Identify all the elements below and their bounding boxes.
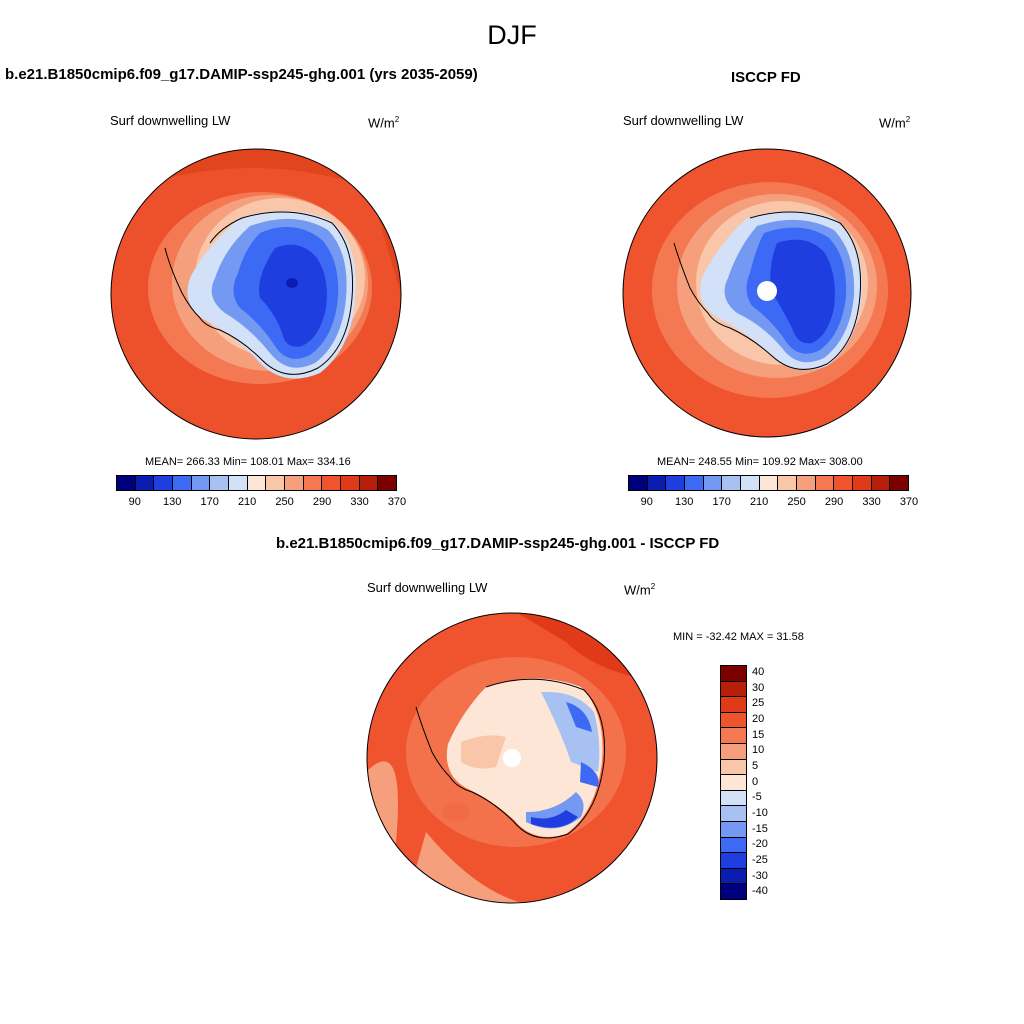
panel3-units: W/m2 (624, 582, 656, 598)
panel2-colorbar-labels: 90 130 170 210 250 290 330 370 (628, 496, 919, 510)
colorbar-tick-label: 5 (752, 759, 759, 772)
colorbar-tick-label: 90 (128, 496, 141, 508)
colorbar-tick-label: -40 (752, 885, 768, 898)
colorbar-tick-label: 40 (752, 665, 765, 678)
colorbar-tick-label: 130 (675, 496, 694, 508)
colorbar-swatch (210, 476, 230, 490)
colorbar-tick-label: 250 (787, 496, 806, 508)
colorbar-tick-label: 30 (752, 681, 765, 694)
colorbar-swatch (721, 837, 746, 854)
colorbar-swatch (721, 775, 746, 791)
colorbar-tick-label: 10 (752, 744, 765, 757)
colorbar-tick-label: 210 (749, 496, 769, 508)
colorbar-tick-label: 25 (752, 697, 765, 710)
colorbar-swatch (721, 806, 746, 822)
colorbar-swatch (703, 476, 723, 490)
colorbar-swatch (629, 476, 648, 490)
panel1-title: b.e21.B1850cmip6.f09_g17.DAMIP-ssp245-gh… (5, 66, 478, 83)
colorbar-tick-label: 0 (752, 775, 759, 788)
panel2-polar-map (622, 148, 912, 438)
colorbar-swatch (871, 476, 891, 490)
colorbar-swatch (721, 712, 746, 729)
colorbar-swatch (721, 681, 746, 698)
colorbar-swatch (721, 821, 746, 838)
panel2-colorbar (628, 475, 909, 491)
colorbar-swatch (721, 697, 746, 713)
colorbar-swatch (229, 476, 248, 490)
panel3-colorbar-labels: 40 30 25 20 15 10 5 0 -5 -10 -15 -20 -25 -30 -40 (752, 665, 792, 900)
colorbar-tick-label: 290 (824, 496, 844, 508)
panel2-units: W/m2 (879, 115, 911, 131)
colorbar-tick-label: 370 (899, 496, 919, 508)
colorbar-swatch (890, 476, 909, 490)
colorbar-tick-label: 20 (752, 712, 765, 725)
colorbar-tick-label: 330 (862, 496, 881, 508)
figure-title: DJF (487, 20, 537, 50)
colorbar-swatch (721, 884, 746, 899)
colorbar-swatch (797, 476, 816, 490)
colorbar-tick-label: 130 (163, 496, 182, 508)
colorbar-swatch (721, 759, 746, 776)
colorbar-swatch (721, 743, 746, 760)
colorbar-tick-label: -5 (752, 791, 762, 804)
colorbar-tick-label: 90 (640, 496, 653, 508)
colorbar-swatch (378, 476, 397, 490)
colorbar-swatch (722, 476, 742, 490)
colorbar-tick-label: 170 (200, 496, 219, 508)
colorbar-swatch (685, 476, 704, 490)
panel1-colorbar-labels: 90 130 170 210 250 290 330 370 (116, 496, 407, 510)
colorbar-swatch (666, 476, 686, 490)
colorbar-tick-label: 290 (312, 496, 332, 508)
colorbar-swatch (173, 476, 192, 490)
panel3-polar-map (366, 612, 658, 904)
colorbar-swatch (359, 476, 379, 490)
colorbar-swatch (853, 476, 872, 490)
colorbar-tick-label: 250 (275, 496, 294, 508)
panel3-variable: Surf downwelling LW (367, 580, 488, 595)
colorbar-tick-label: 330 (350, 496, 369, 508)
colorbar-swatch (341, 476, 360, 490)
colorbar-tick-label: -10 (752, 806, 768, 819)
colorbar-tick-label: -15 (752, 822, 768, 835)
panel1-units: W/m2 (368, 115, 400, 131)
colorbar-tick-label: -25 (752, 853, 768, 866)
colorbar-swatch (721, 790, 746, 807)
panel2-variable: Surf downwelling LW (623, 113, 744, 128)
panel3-colorbar (720, 665, 747, 900)
colorbar-tick-label: -30 (752, 869, 768, 882)
panel2-stats: MEAN= 248.55 Min= 109.92 Max= 308.00 (657, 456, 863, 468)
panel3-stats: MIN = -32.42 MAX = 31.58 (673, 631, 804, 643)
panel1-variable: Surf downwelling LW (110, 113, 231, 128)
colorbar-swatch (303, 476, 323, 490)
colorbar-swatch (285, 476, 304, 490)
colorbar-swatch (721, 853, 746, 869)
colorbar-tick-label: 370 (387, 496, 407, 508)
panel1-colorbar (116, 475, 397, 491)
colorbar-swatch (721, 728, 746, 744)
colorbar-swatch (741, 476, 760, 490)
colorbar-swatch (154, 476, 174, 490)
colorbar-swatch (759, 476, 779, 490)
colorbar-swatch (266, 476, 286, 490)
colorbar-swatch (117, 476, 136, 490)
panel1-polar-map (110, 148, 402, 440)
colorbar-swatch (721, 868, 746, 885)
panel1-stats: MEAN= 266.33 Min= 108.01 Max= 334.16 (145, 456, 351, 468)
colorbar-tick-label: 170 (712, 496, 731, 508)
colorbar-tick-label: -20 (752, 838, 768, 851)
colorbar-tick-label: 15 (752, 728, 765, 741)
colorbar-swatch (647, 476, 667, 490)
colorbar-swatch (834, 476, 854, 490)
colorbar-swatch (322, 476, 342, 490)
colorbar-swatch (815, 476, 835, 490)
colorbar-swatch (191, 476, 211, 490)
panel3-title: b.e21.B1850cmip6.f09_g17.DAMIP-ssp245-gh… (276, 535, 720, 552)
colorbar-swatch (721, 666, 746, 682)
colorbar-swatch (778, 476, 798, 490)
colorbar-swatch (135, 476, 155, 490)
colorbar-tick-label: 210 (237, 496, 257, 508)
colorbar-swatch (247, 476, 267, 490)
panel2-title: ISCCP FD (731, 69, 801, 86)
